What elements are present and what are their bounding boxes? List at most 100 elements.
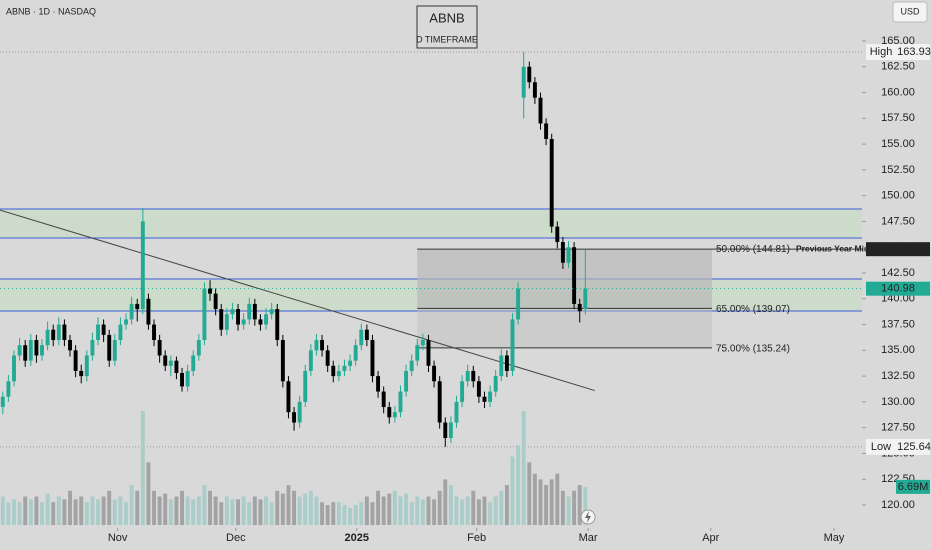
candle-body xyxy=(174,360,179,374)
volume-bar xyxy=(342,505,347,525)
candle-body xyxy=(532,82,537,98)
candle-body xyxy=(398,391,403,413)
symbol-label: ABNB · 1D · NASDAQ xyxy=(6,6,96,16)
currency-label[interactable]: USD xyxy=(900,6,920,16)
volume-bar xyxy=(544,485,549,525)
currency-button[interactable] xyxy=(892,1,928,23)
volume-bar xyxy=(213,496,218,525)
volume-bar xyxy=(471,490,476,525)
candle-body xyxy=(62,324,67,341)
candle-body xyxy=(202,288,207,341)
candle-body xyxy=(79,370,84,377)
volume-bar xyxy=(336,502,341,525)
candle-body xyxy=(303,370,308,402)
volume-bar xyxy=(157,496,162,525)
candle-body xyxy=(28,340,33,361)
candle-body xyxy=(219,309,224,330)
volume-bar xyxy=(129,485,134,525)
candle-body xyxy=(185,370,190,387)
volume-bar xyxy=(415,496,420,525)
volume-bar xyxy=(152,490,156,525)
volume-bar xyxy=(202,485,207,525)
candle-body xyxy=(168,360,173,366)
volume-bar xyxy=(510,456,515,525)
candle-body xyxy=(381,391,386,408)
volume-bar xyxy=(258,499,263,525)
candle-body xyxy=(135,303,140,310)
candle-body xyxy=(432,365,437,382)
volume-bar xyxy=(297,496,302,525)
candle-body xyxy=(286,381,291,413)
volume-bar xyxy=(303,493,308,525)
candle-body xyxy=(404,370,409,392)
volume-bar xyxy=(437,490,442,525)
high-tag-name: High xyxy=(870,46,893,58)
fib-price-tag-bg xyxy=(866,242,930,257)
y-tick-label: 150.00 xyxy=(881,190,915,202)
volume-bar xyxy=(320,502,325,525)
candle-body xyxy=(521,66,526,98)
candle-body xyxy=(73,350,78,371)
volume-bar xyxy=(308,490,313,525)
volume-bar xyxy=(208,490,212,525)
volume-bar xyxy=(448,485,453,525)
candle-body xyxy=(208,288,212,294)
volume-bar xyxy=(555,473,560,525)
volume-bar xyxy=(146,462,151,525)
zone xyxy=(0,208,862,238)
volume-bar xyxy=(583,486,588,525)
volume-bar xyxy=(264,496,269,525)
volume-bar xyxy=(191,499,196,525)
candle-body xyxy=(163,355,168,366)
x-tick-label: Mar xyxy=(579,532,598,544)
candle-body xyxy=(84,355,89,377)
candle-body xyxy=(68,340,72,351)
candle-body xyxy=(118,324,123,341)
candle-body xyxy=(476,381,481,397)
candle-body xyxy=(264,314,269,325)
volume-bar xyxy=(40,502,44,525)
volume-bar xyxy=(112,499,117,525)
y-tick-label: 152.50 xyxy=(881,164,915,176)
y-tick-label: 162.50 xyxy=(881,61,915,73)
candle-body xyxy=(146,298,151,325)
candle-body xyxy=(40,345,44,356)
candle-body xyxy=(241,319,246,325)
candle-body xyxy=(488,391,493,402)
candle-body xyxy=(51,329,56,341)
candle-body xyxy=(12,355,16,382)
candle-body xyxy=(336,370,341,377)
volume-bar xyxy=(56,496,61,525)
candle-body xyxy=(191,355,196,371)
volume-bar xyxy=(17,502,22,525)
y-tick-label: 120.00 xyxy=(881,499,915,511)
volume-bar xyxy=(331,502,336,525)
volume-bar xyxy=(398,496,403,525)
candle-body xyxy=(566,247,571,263)
fib-label: 50.00% (144.81) xyxy=(716,244,790,255)
volume-bar xyxy=(577,485,582,525)
volume-bar xyxy=(504,485,509,525)
candle-body xyxy=(415,345,420,361)
volume-bar xyxy=(432,499,437,525)
fib-price-tag: 144.81 xyxy=(881,243,915,255)
y-tick-label: 157.50 xyxy=(881,112,915,124)
volume-bar xyxy=(387,493,392,525)
volume-bar xyxy=(174,496,179,525)
candle-body xyxy=(56,324,61,341)
x-tick-label: May xyxy=(824,532,845,544)
candle-body xyxy=(213,293,218,310)
volume-bar xyxy=(140,411,145,525)
chart-title: ABNB xyxy=(429,10,464,25)
candle-body xyxy=(129,303,134,320)
y-tick-label: 130.00 xyxy=(881,396,915,408)
candle-body xyxy=(0,396,5,408)
candle-body xyxy=(392,412,397,418)
fib-box xyxy=(417,249,712,348)
volume-bar xyxy=(90,496,95,525)
volume-bar xyxy=(280,493,285,525)
candle-body xyxy=(224,314,229,330)
candle-body xyxy=(493,376,498,392)
candle-body xyxy=(275,309,280,341)
candle-body xyxy=(297,401,302,423)
